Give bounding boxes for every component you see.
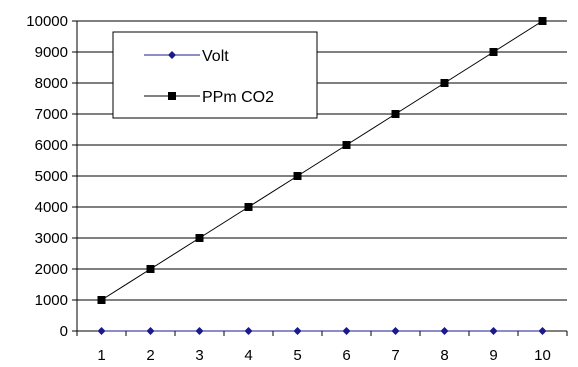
y-tick-label: 2000 [35,261,68,278]
x-tick-label: 3 [195,347,203,364]
data-point-ppm-co2 [391,110,400,118]
legend-marker-volt [168,51,176,59]
legend-entry-ppm-co2: PPm CO2 [144,89,274,106]
series-volt [97,327,547,335]
data-point-ppm-co2 [489,48,498,56]
legend: Volt PPm CO2 [112,31,318,119]
data-point-ppm-co2 [244,203,253,211]
legend-label-ppm-co2: PPm CO2 [202,89,274,106]
x-tick-label: 10 [534,347,551,364]
y-tick-label: 10000 [26,13,68,30]
data-point-volt [244,327,253,335]
axes: 0 1000 2000 3000 4000 5000 6000 7000 8000 9000 100… [26,13,568,364]
data-point-volt [97,327,106,335]
legend-entry-volt: Volt [144,48,229,65]
data-point-volt [293,327,302,335]
series-line-ppm-co2 [101,20,543,301]
x-tick-label: 1 [97,347,105,364]
x-tick-label: 2 [146,347,154,364]
data-point-volt [195,327,204,335]
x-tick-label: 4 [244,347,252,364]
y-tick-label: 8000 [35,75,68,92]
y-tick-label: 6000 [35,137,68,154]
legend-label-volt: Volt [202,48,229,65]
data-point-volt [391,327,400,335]
data-point-ppm-co2 [538,17,547,25]
x-tick-label: 8 [440,347,448,364]
data-point-volt [538,327,547,335]
x-tick-label: 6 [342,347,350,364]
data-point-volt [146,327,155,335]
data-point-ppm-co2 [293,172,302,180]
y-tick-label: 9000 [35,44,68,61]
series-ppm-co2 [97,17,547,304]
legend-marker-ppm-co2 [168,92,176,100]
y-tick-label: 1000 [35,292,68,309]
data-point-ppm-co2 [440,79,449,87]
x-tick-label: 5 [293,347,301,364]
legend-box [112,31,318,119]
data-point-ppm-co2 [146,265,155,273]
y-tick-label: 0 [60,323,68,340]
y-tick-label: 3000 [35,230,68,247]
data-point-ppm-co2 [97,296,106,304]
x-tick-label: 7 [391,347,399,364]
data-point-volt [440,327,449,335]
data-point-volt [342,327,351,335]
series-layer [97,17,547,335]
y-tick-label: 4000 [35,199,68,216]
data-point-ppm-co2 [342,141,351,149]
y-tick-label: 5000 [35,168,68,185]
y-tick-label: 7000 [35,106,68,123]
data-point-ppm-co2 [195,234,204,242]
x-tick-label: 9 [489,347,497,364]
data-point-volt [489,327,498,335]
